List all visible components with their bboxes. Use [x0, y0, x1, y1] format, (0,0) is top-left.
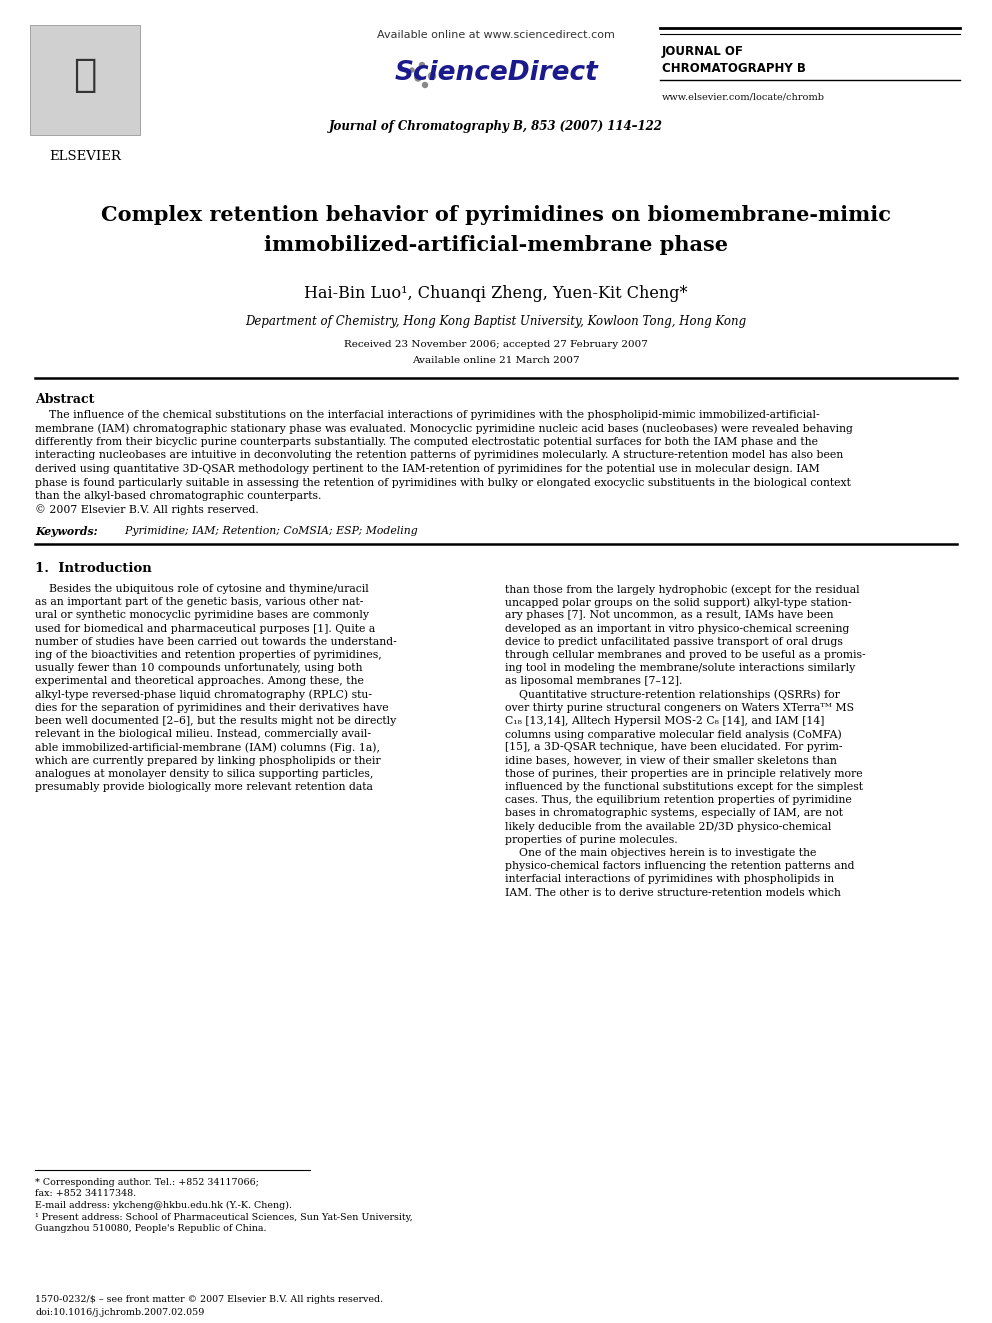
Text: ELSEVIER: ELSEVIER	[49, 149, 121, 163]
Text: doi:10.1016/j.jchromb.2007.02.059: doi:10.1016/j.jchromb.2007.02.059	[35, 1308, 204, 1316]
Text: than the alkyl-based chromatographic counterparts.: than the alkyl-based chromatographic cou…	[35, 491, 321, 501]
Text: [15], a 3D-QSAR technique, have been elucidated. For pyrim-: [15], a 3D-QSAR technique, have been elu…	[505, 742, 842, 753]
Text: than those from the largely hydrophobic (except for the residual: than those from the largely hydrophobic …	[505, 583, 860, 594]
Text: 🌳: 🌳	[73, 56, 96, 94]
Text: JOURNAL OF: JOURNAL OF	[662, 45, 744, 58]
Circle shape	[415, 75, 421, 81]
Text: influenced by the functional substitutions except for the simplest: influenced by the functional substitutio…	[505, 782, 863, 792]
Text: dies for the separation of pyrimidines and their derivatives have: dies for the separation of pyrimidines a…	[35, 703, 389, 713]
Text: presumably provide biologically more relevant retention data: presumably provide biologically more rel…	[35, 782, 373, 792]
Text: Pyrimidine; IAM; Retention; CoMSIA; ESP; Modeling: Pyrimidine; IAM; Retention; CoMSIA; ESP;…	[118, 527, 418, 536]
Text: Received 23 November 2006; accepted 27 February 2007: Received 23 November 2006; accepted 27 F…	[344, 340, 648, 349]
Text: relevant in the biological milieu. Instead, commercially avail-: relevant in the biological milieu. Inste…	[35, 729, 371, 740]
Text: properties of purine molecules.: properties of purine molecules.	[505, 835, 678, 845]
Text: The influence of the chemical substitutions on the interfacial interactions of p: The influence of the chemical substituti…	[35, 410, 819, 419]
Text: able immobilized-artificial-membrane (IAM) columns (Fig. 1a),: able immobilized-artificial-membrane (IA…	[35, 742, 380, 753]
Text: Keywords:: Keywords:	[35, 527, 97, 537]
Text: www.elsevier.com/locate/chromb: www.elsevier.com/locate/chromb	[662, 93, 825, 101]
Text: ScienceDirect: ScienceDirect	[394, 60, 598, 86]
Text: device to predict unfacilitated passive transport of oral drugs: device to predict unfacilitated passive …	[505, 636, 843, 647]
Text: likely deducible from the available 2D/3D physico-chemical: likely deducible from the available 2D/3…	[505, 822, 831, 832]
Text: number of studies have been carried out towards the understand-: number of studies have been carried out …	[35, 636, 397, 647]
Text: Department of Chemistry, Hong Kong Baptist University, Kowloon Tong, Hong Kong: Department of Chemistry, Hong Kong Bapti…	[245, 315, 747, 328]
Text: experimental and theoretical approaches. Among these, the: experimental and theoretical approaches.…	[35, 676, 364, 687]
Text: uncapped polar groups on the solid support) alkyl-type station-: uncapped polar groups on the solid suppo…	[505, 597, 851, 607]
Text: Hai-Bin Luo¹, Chuanqi Zheng, Yuen-Kit Cheng*: Hai-Bin Luo¹, Chuanqi Zheng, Yuen-Kit Ch…	[305, 284, 687, 302]
Text: fax: +852 34117348.: fax: +852 34117348.	[35, 1189, 136, 1199]
Text: columns using comparative molecular field analysis (CoMFA): columns using comparative molecular fiel…	[505, 729, 842, 740]
Text: analogues at monolayer density to silica supporting particles,: analogues at monolayer density to silica…	[35, 769, 373, 779]
Text: used for biomedical and pharmaceutical purposes [1]. Quite a: used for biomedical and pharmaceutical p…	[35, 623, 375, 634]
Text: physico-chemical factors influencing the retention patterns and: physico-chemical factors influencing the…	[505, 861, 854, 872]
Text: membrane (IAM) chromatographic stationary phase was evaluated. Monocyclic pyrimi: membrane (IAM) chromatographic stationar…	[35, 423, 853, 434]
Text: developed as an important in vitro physico-chemical screening: developed as an important in vitro physi…	[505, 623, 849, 634]
Text: through cellular membranes and proved to be useful as a promis-: through cellular membranes and proved to…	[505, 650, 866, 660]
Text: idine bases, however, in view of their smaller skeletons than: idine bases, however, in view of their s…	[505, 755, 837, 766]
Text: Quantitative structure-retention relationships (QSRRs) for: Quantitative structure-retention relatio…	[505, 689, 840, 700]
Text: Guangzhou 510080, People's Republic of China.: Guangzhou 510080, People's Republic of C…	[35, 1224, 267, 1233]
Text: ural or synthetic monocyclic pyrimidine bases are commonly: ural or synthetic monocyclic pyrimidine …	[35, 610, 369, 620]
Text: 1.  Introduction: 1. Introduction	[35, 562, 152, 576]
Text: those of purines, their properties are in principle relatively more: those of purines, their properties are i…	[505, 769, 863, 779]
Text: Journal of Chromatography B, 853 (2007) 114–122: Journal of Chromatography B, 853 (2007) …	[329, 120, 663, 134]
Text: immobilized-artificial-membrane phase: immobilized-artificial-membrane phase	[264, 235, 728, 255]
Text: ing of the bioactivities and retention properties of pyrimidines,: ing of the bioactivities and retention p…	[35, 650, 382, 660]
Text: Besides the ubiquitous role of cytosine and thymine/uracil: Besides the ubiquitous role of cytosine …	[35, 583, 369, 594]
Text: interfacial interactions of pyrimidines with phospholipids in: interfacial interactions of pyrimidines …	[505, 875, 834, 884]
Text: © 2007 Elsevier B.V. All rights reserved.: © 2007 Elsevier B.V. All rights reserved…	[35, 504, 259, 515]
Text: IAM. The other is to derive structure-retention models which: IAM. The other is to derive structure-re…	[505, 888, 841, 897]
Text: C₁₈ [13,14], Alltech Hypersil MOS-2 C₈ [14], and IAM [14]: C₁₈ [13,14], Alltech Hypersil MOS-2 C₈ […	[505, 716, 824, 726]
Text: * Corresponding author. Tel.: +852 34117066;: * Corresponding author. Tel.: +852 34117…	[35, 1177, 259, 1187]
Text: phase is found particularly suitable in assessing the retention of pyrimidines w: phase is found particularly suitable in …	[35, 478, 851, 487]
Text: which are currently prepared by linking phospholipids or their: which are currently prepared by linking …	[35, 755, 381, 766]
Text: differently from their bicyclic purine counterparts substantially. The computed : differently from their bicyclic purine c…	[35, 437, 818, 447]
Text: Abstract: Abstract	[35, 393, 94, 406]
Text: ing tool in modeling the membrane/solute interactions similarly: ing tool in modeling the membrane/solute…	[505, 663, 855, 673]
Text: ary phases [7]. Not uncommon, as a result, IAMs have been: ary phases [7]. Not uncommon, as a resul…	[505, 610, 833, 620]
Text: been well documented [2–6], but the results might not be directly: been well documented [2–6], but the resu…	[35, 716, 396, 726]
Text: as an important part of the genetic basis, various other nat-: as an important part of the genetic basi…	[35, 597, 363, 607]
Bar	[30, 25, 140, 135]
Text: 1570-0232/$ – see front matter © 2007 Elsevier B.V. All rights reserved.: 1570-0232/$ – see front matter © 2007 El…	[35, 1295, 383, 1304]
Text: interacting nucleobases are intuitive in deconvoluting the retention patterns of: interacting nucleobases are intuitive in…	[35, 451, 843, 460]
Text: cases. Thus, the equilibrium retention properties of pyrimidine: cases. Thus, the equilibrium retention p…	[505, 795, 852, 806]
Text: E-mail address: ykcheng@hkbu.edu.hk (Y.-K. Cheng).: E-mail address: ykcheng@hkbu.edu.hk (Y.-…	[35, 1201, 292, 1211]
Text: as liposomal membranes [7–12].: as liposomal membranes [7–12].	[505, 676, 682, 687]
Circle shape	[429, 73, 435, 79]
Text: bases in chromatographic systems, especially of IAM, are not: bases in chromatographic systems, especi…	[505, 808, 843, 819]
Text: Available online at www.sciencedirect.com: Available online at www.sciencedirect.co…	[377, 30, 615, 40]
Text: Available online 21 March 2007: Available online 21 March 2007	[413, 356, 579, 365]
Text: ¹ Present address: School of Pharmaceutical Sciences, Sun Yat-Sen University,: ¹ Present address: School of Pharmaceuti…	[35, 1212, 413, 1221]
Circle shape	[420, 62, 425, 67]
Circle shape	[410, 67, 414, 71]
Text: over thirty purine structural congeners on Waters XTerraᵀᴹ MS: over thirty purine structural congeners …	[505, 703, 854, 713]
Text: alkyl-type reversed-phase liquid chromatography (RPLC) stu-: alkyl-type reversed-phase liquid chromat…	[35, 689, 372, 700]
Text: Complex retention behavior of pyrimidines on biomembrane-mimic: Complex retention behavior of pyrimidine…	[101, 205, 891, 225]
Text: usually fewer than 10 compounds unfortunately, using both: usually fewer than 10 compounds unfortun…	[35, 663, 362, 673]
Text: CHROMATOGRAPHY B: CHROMATOGRAPHY B	[662, 62, 806, 75]
Circle shape	[423, 82, 428, 87]
Text: derived using quantitative 3D-QSAR methodology pertinent to the IAM-retention of: derived using quantitative 3D-QSAR metho…	[35, 464, 819, 474]
Text: One of the main objectives herein is to investigate the: One of the main objectives herein is to …	[505, 848, 816, 859]
